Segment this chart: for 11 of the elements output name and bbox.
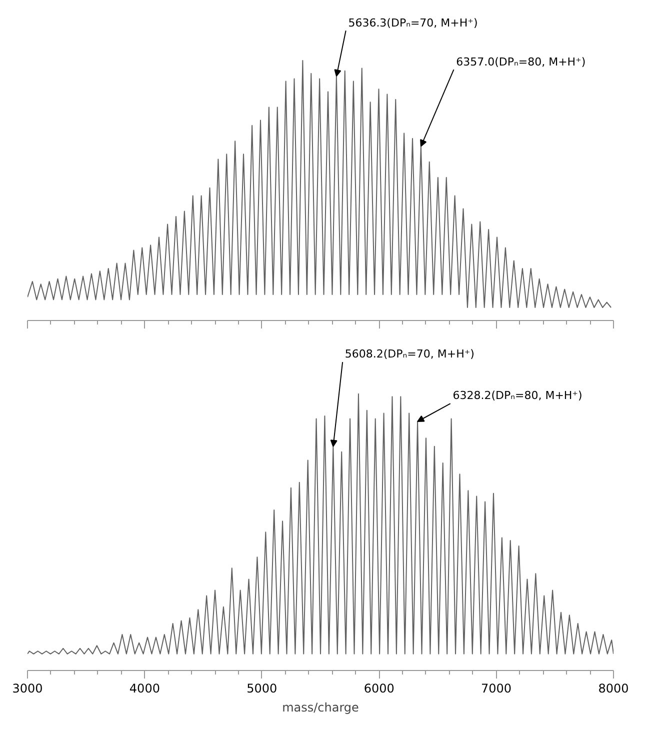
x-tick-label: 5000 [246, 682, 278, 696]
x-tick-label: 4000 [129, 682, 160, 696]
x-axis-title: mass/charge [282, 700, 359, 714]
x-tick-label: 8000 [598, 682, 629, 696]
x-tick-label: 6000 [364, 682, 394, 696]
x-tick-label: 7000 [481, 682, 512, 696]
annotation: 6328.2(DPₙ=80, M+H⁺) [452, 389, 582, 402]
annotation: 5608.2(DPₙ=70, M+H⁺) [344, 348, 474, 361]
x-tick-label: 3000 [12, 682, 43, 696]
annotation: 6357.0(DPₙ=80, M+H⁺) [456, 55, 586, 68]
annotation: 5636.3(DPₙ=70, M+H⁺) [348, 16, 478, 30]
